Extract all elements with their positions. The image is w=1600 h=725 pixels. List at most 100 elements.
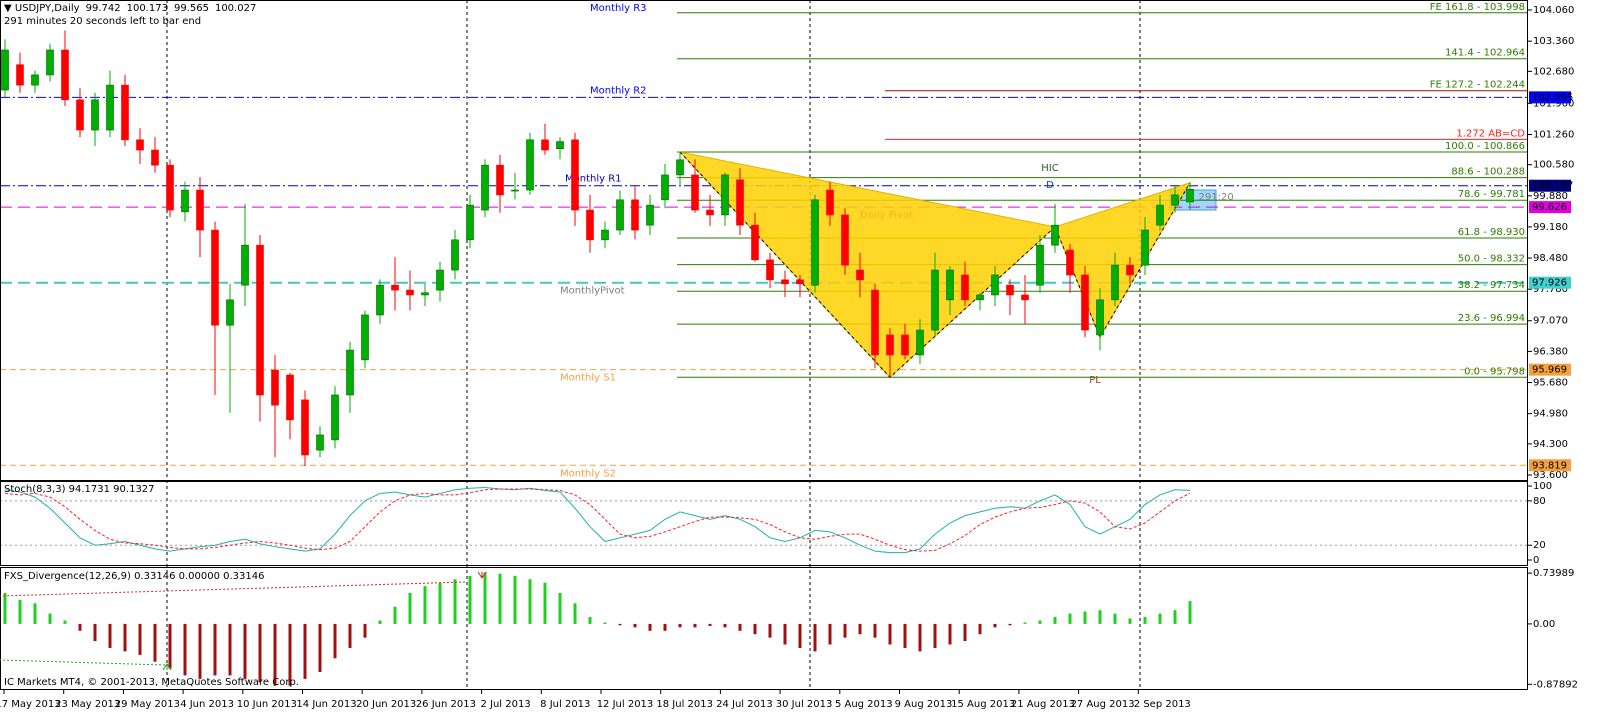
- candle-body: [751, 224, 759, 261]
- histogram-bar: [1128, 618, 1132, 624]
- candle-body: [1096, 299, 1104, 336]
- chart-header: ▼ USDJPY,Daily 99.742 100.173 99.565 100.027: [4, 3, 256, 14]
- histogram-bar: [153, 623, 157, 662]
- histogram-bar: [348, 623, 352, 648]
- candle-body: [1186, 188, 1194, 203]
- y-tick-label: 0.00: [1533, 619, 1555, 630]
- candle-body: [706, 209, 714, 216]
- price-box-label: 99.626: [1532, 202, 1567, 213]
- histogram-bar: [633, 623, 637, 628]
- header-part: 100.173: [127, 3, 168, 14]
- histogram-bar: [798, 623, 802, 648]
- candle-body: [616, 199, 624, 231]
- histogram-bar: [873, 623, 877, 638]
- panel-frames: [0, 0, 1528, 690]
- histogram-bar: [483, 572, 487, 624]
- candle-body: [541, 139, 549, 151]
- candle-body: [526, 139, 534, 191]
- fib-label: 78.6 - 99.781: [1458, 189, 1525, 200]
- histogram-bar: [1098, 610, 1102, 624]
- x-tick-label: 14 Jun 2013: [296, 699, 356, 710]
- main-frame: [0, 0, 1528, 481]
- histogram-bar: [303, 623, 307, 679]
- candle-body: [841, 214, 849, 266]
- histogram-bar: [438, 582, 442, 624]
- y-tick-label: 101.260: [1533, 129, 1574, 140]
- candle-body: [856, 269, 864, 281]
- candle-body: [916, 329, 924, 356]
- histogram-bar: [918, 623, 922, 652]
- header-part: USDJPY,Daily: [15, 3, 80, 14]
- y-tick-label: 96.380: [1533, 346, 1568, 357]
- histogram-bar: [1083, 611, 1087, 624]
- candle-body: [481, 164, 489, 211]
- stoch-line: [4, 488, 1191, 552]
- level-label: Monthly R3: [590, 3, 647, 14]
- histogram-bar: [948, 623, 952, 645]
- candle-body: [1, 49, 9, 91]
- histogram-bar: [183, 623, 187, 676]
- histogram-bar: [543, 582, 547, 624]
- candle-body: [241, 244, 249, 286]
- fib-label: 141.4 - 102.964: [1445, 48, 1525, 59]
- y-tick-label: 102.680: [1533, 66, 1574, 77]
- candle-body: [601, 229, 609, 241]
- candle-body: [1081, 274, 1089, 331]
- price-box: [1529, 276, 1571, 289]
- x-tick-label: 20 Jun 2013: [356, 699, 416, 710]
- y-tick-label: 104.060: [1533, 5, 1574, 16]
- histogram-bar: [213, 623, 217, 676]
- candle-body: [256, 244, 264, 396]
- x-tick-label: 27 Aug 2013: [1071, 699, 1135, 710]
- candle-body: [166, 164, 174, 211]
- candle-body: [16, 64, 24, 86]
- histogram-bar: [123, 623, 127, 652]
- candle-body: [721, 174, 729, 216]
- y-tick-label: 101.960: [1533, 98, 1574, 109]
- x-tick-label: 21 Aug 2013: [1011, 699, 1075, 710]
- candle-body: [46, 49, 54, 76]
- y-tick-label: 97.070: [1533, 316, 1568, 327]
- fib-label: FE 127.2 - 102.244: [1430, 80, 1525, 91]
- candle-body: [766, 259, 774, 281]
- candle-body: [91, 99, 99, 131]
- fib-label: 23.6 - 96.994: [1458, 313, 1525, 324]
- candle-body: [346, 349, 354, 396]
- candle-body: [811, 199, 819, 286]
- candle-body: [556, 141, 564, 150]
- x-tick-label: 18 Jul 2013: [656, 699, 713, 710]
- y-tick-label: 98.480: [1533, 253, 1568, 264]
- histogram-bar: [1113, 613, 1117, 624]
- histogram-bar: [273, 623, 277, 686]
- histogram-bar: [393, 606, 397, 624]
- y-tick-label: 94.300: [1533, 439, 1568, 450]
- histogram-bar: [228, 623, 232, 676]
- histogram-bar: [333, 623, 337, 659]
- header-part: 99.742: [86, 3, 121, 14]
- pattern-point: D: [1046, 180, 1054, 191]
- histogram-bar: [1158, 613, 1162, 624]
- histogram-bar: [168, 623, 172, 669]
- candle-body: [451, 239, 459, 271]
- histogram-bar: [603, 622, 607, 624]
- y-tick-label: 95.680: [1533, 378, 1568, 389]
- plot: 104.060 103.360 102.680 101.960 101.260 100.5…: [0, 2, 1578, 710]
- x-tick-label: 29 May 2013: [115, 699, 180, 710]
- histogram-bar: [573, 603, 577, 624]
- histogram-bar: [1008, 623, 1012, 626]
- histogram-bar: [558, 593, 562, 624]
- candle-body: [1051, 224, 1059, 246]
- level-label: Monthly S1: [560, 373, 616, 384]
- candle-body: [301, 399, 309, 456]
- level-label: Monthly R1: [565, 174, 622, 185]
- candle-body: [586, 209, 594, 241]
- candle-body: [631, 199, 639, 231]
- candle-body: [331, 394, 339, 441]
- histogram-bar: [198, 623, 202, 679]
- candle-body: [391, 284, 399, 291]
- histogram-bar: [588, 617, 592, 624]
- histogram-bar: [678, 623, 682, 628]
- histogram-bar: [528, 579, 532, 624]
- y-tick-label: 99.880: [1533, 191, 1568, 202]
